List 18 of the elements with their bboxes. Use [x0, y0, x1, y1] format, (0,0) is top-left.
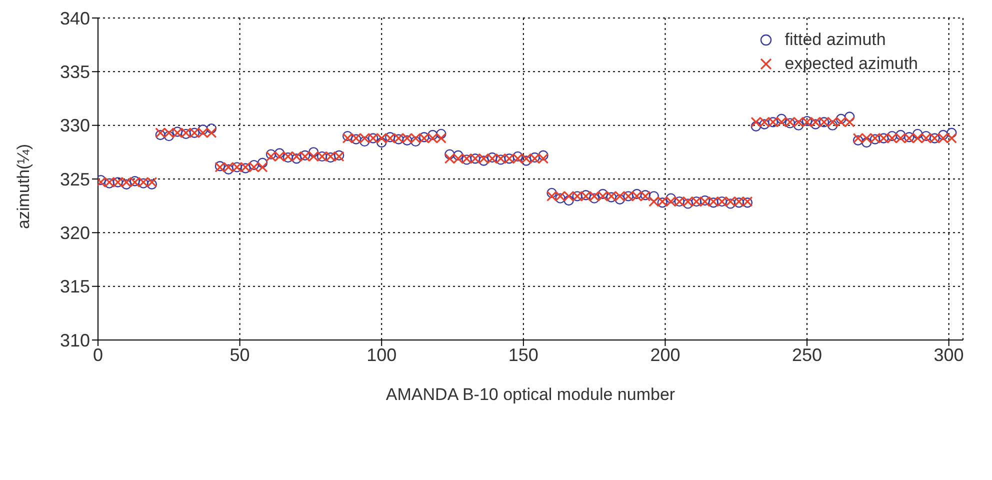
x-axis-title: AMANDA B-10 optical module number [386, 385, 676, 404]
y-tick-label: 310 [60, 330, 90, 350]
y-tick-label: 320 [60, 223, 90, 244]
x-tick-label: 100 [366, 344, 397, 365]
y-tick-label: 315 [60, 276, 90, 297]
y-axis-title: azimuth(¼) [14, 144, 34, 229]
x-tick-label: 50 [230, 344, 250, 365]
x-tick-label: 300 [934, 344, 964, 365]
x-tick-label: 0 [92, 344, 104, 365]
y-tick-label: 330 [60, 116, 90, 136]
y-tick-label: 335 [60, 62, 90, 82]
x-tick-label: 200 [650, 344, 680, 365]
y-tick-label: 340 [60, 8, 90, 28]
x-tick-label: 250 [792, 344, 822, 365]
legend-label: fitted azimuth [784, 29, 886, 51]
y-tick-label: 325 [60, 169, 90, 190]
legend-label: expected azimuth [784, 53, 918, 75]
x-tick-label: 150 [508, 344, 538, 365]
